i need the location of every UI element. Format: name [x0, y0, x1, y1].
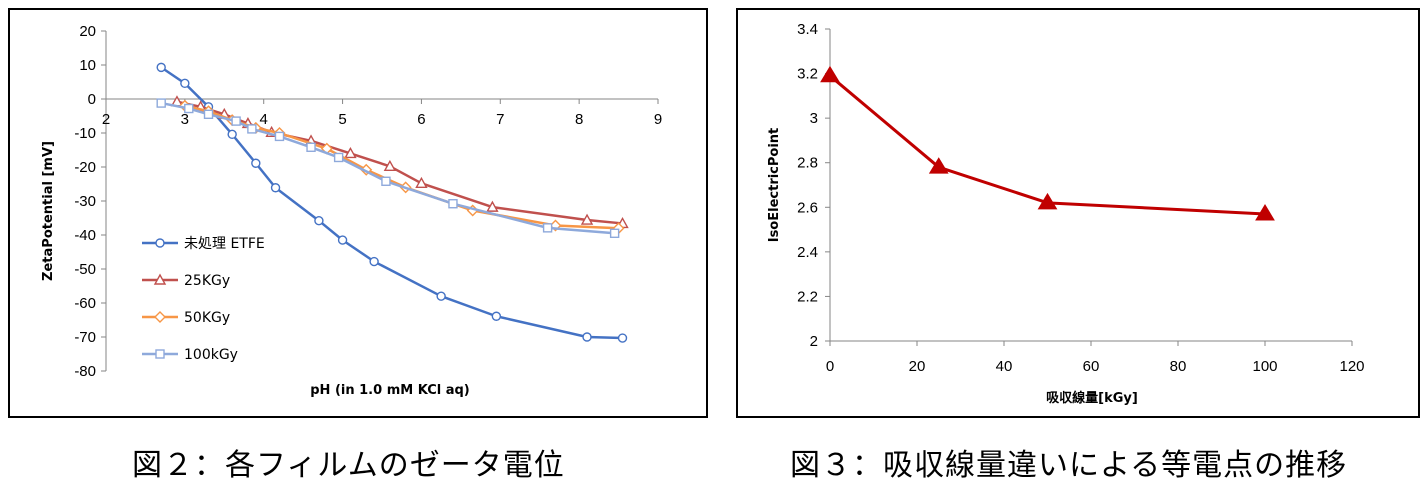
data-point: [369, 256, 379, 267]
x-axis-title: 吸収線量[kGy]: [1046, 390, 1138, 406]
legend-label: 未処理 ETFE: [184, 236, 265, 252]
data-point: [306, 142, 316, 152]
x-tick-label: 0: [826, 358, 834, 375]
figure-3-caption: 図３：吸収線量違いによる等電点の推移: [790, 448, 1348, 483]
y-axis-title: IsoElectricPoint: [767, 128, 782, 243]
y-tick-label: -80: [74, 363, 96, 380]
y-tick-label: 2.2: [797, 288, 818, 305]
data-point: [227, 129, 237, 140]
series-0: [156, 62, 628, 343]
data-point: [582, 332, 592, 342]
y-tick-label: -50: [74, 261, 96, 278]
data-point: [184, 103, 194, 114]
data-point: [270, 183, 281, 193]
data-point: [1037, 192, 1058, 210]
y-tick-label: 3: [810, 110, 818, 127]
data-point: [820, 65, 840, 83]
y-tick-label: 0: [88, 91, 96, 108]
data-point: [383, 159, 397, 172]
isoelectric-point-chart: 3.4 3.2 3 2.8 2.6 2.4 2.2 20 20 40 60 80 100 120 吸収線量[…: [767, 21, 1365, 406]
data-point: [491, 311, 502, 321]
data-point: [274, 131, 285, 142]
x-tick-label: 60: [1083, 358, 1100, 375]
legend-label: 100kGy: [184, 347, 238, 363]
y-tick-label: -10: [74, 125, 96, 142]
y-tick-label: 2: [810, 333, 818, 350]
data-point: [314, 216, 324, 226]
y-tick-label: 3.2: [797, 66, 818, 83]
x-axis-title: pH (in 1.0 mM KCl aq): [310, 383, 470, 398]
legend-swatch-marker: [155, 238, 165, 248]
y-tick-label: -20: [74, 159, 96, 176]
data-point: [180, 78, 190, 89]
data-point: [344, 146, 357, 159]
data-point: [156, 62, 166, 73]
data-point: [415, 176, 428, 189]
legend-swatch-marker: [153, 273, 167, 285]
x-tick-label: 40: [996, 358, 1013, 375]
isoelectric-point-chart-panel: 3.4 3.2 3 2.8 2.6 2.4 2.2 2 0 20 40 60 80 100 120 吸収線量[…: [736, 8, 1420, 418]
data-point: [609, 228, 620, 239]
x-tick-label: 5: [338, 111, 346, 128]
data-point: [381, 176, 391, 186]
y-axis-title: ZetaPotential [mV]: [41, 141, 56, 281]
x-tick-label: 2: [102, 111, 110, 128]
data-point: [337, 235, 348, 245]
data-point: [448, 199, 458, 209]
x-tick-label: 4: [260, 111, 268, 128]
x-tick-label: 120: [1339, 358, 1364, 375]
data-point: [617, 333, 628, 343]
y-tick-label: 2.4: [797, 244, 818, 261]
y-tick-label: 20: [79, 23, 96, 40]
legend-label: 50KGy: [184, 310, 230, 326]
x-tick-label: 8: [575, 111, 583, 128]
y-tick-label: 2.6: [797, 199, 818, 216]
series-line: [829, 74, 1266, 216]
y-tick-label: 2.8: [797, 155, 818, 172]
legend-swatch-marker: [155, 349, 165, 359]
figure-2-caption: 図２：各フィルムのゼータ電位: [132, 448, 565, 483]
data-point: [1255, 203, 1275, 221]
data-point: [251, 158, 261, 168]
legend-swatch-marker: [154, 311, 166, 323]
x-tick-label: 9: [654, 111, 662, 128]
legend: 未処理 ETFE 25KGy 50KGy 100kGy: [142, 236, 265, 363]
data-point: [436, 291, 446, 301]
series-line: [160, 66, 623, 340]
data-point: [247, 124, 257, 134]
x-tick-label: 6: [417, 111, 425, 128]
y-tick-label: -40: [74, 227, 96, 244]
data-point: [486, 200, 499, 212]
x-tick-label: 20: [909, 358, 926, 375]
x-tick-label: 80: [1170, 358, 1187, 375]
data-point: [333, 152, 344, 163]
data-point: [231, 116, 241, 126]
zeta-potential-chart: 20 10 0 -10 -20 -30 -40 -50 -60 -70 -80 2 3 4 5 6 7 8 9 pH …: [41, 23, 662, 398]
y-tick-label: 3.4: [797, 21, 818, 38]
y-tick-label: 10: [79, 57, 96, 74]
data-point: [542, 223, 553, 233]
data-point: [203, 109, 214, 120]
series-3: [156, 98, 620, 239]
x-tick-label: 7: [496, 111, 504, 128]
y-tick-label: -60: [74, 295, 96, 312]
y-tick-label: -30: [74, 193, 96, 210]
series-1: [170, 95, 629, 229]
data-point: [156, 98, 166, 108]
data-point: [928, 157, 949, 174]
y-tick-label: -70: [74, 329, 96, 346]
x-tick-label: 3: [181, 111, 189, 128]
legend-label: 25KGy: [184, 273, 230, 289]
series-line: [176, 100, 623, 225]
zeta-potential-chart-panel: 20 10 0 -10 -20 -30 -40 -50 -60 -70 -80 2 3 4 5 6 7 8 9 pH …: [8, 8, 708, 418]
x-tick-label: 100: [1252, 358, 1277, 375]
data-point: [580, 213, 594, 225]
series-0: [820, 65, 1275, 221]
